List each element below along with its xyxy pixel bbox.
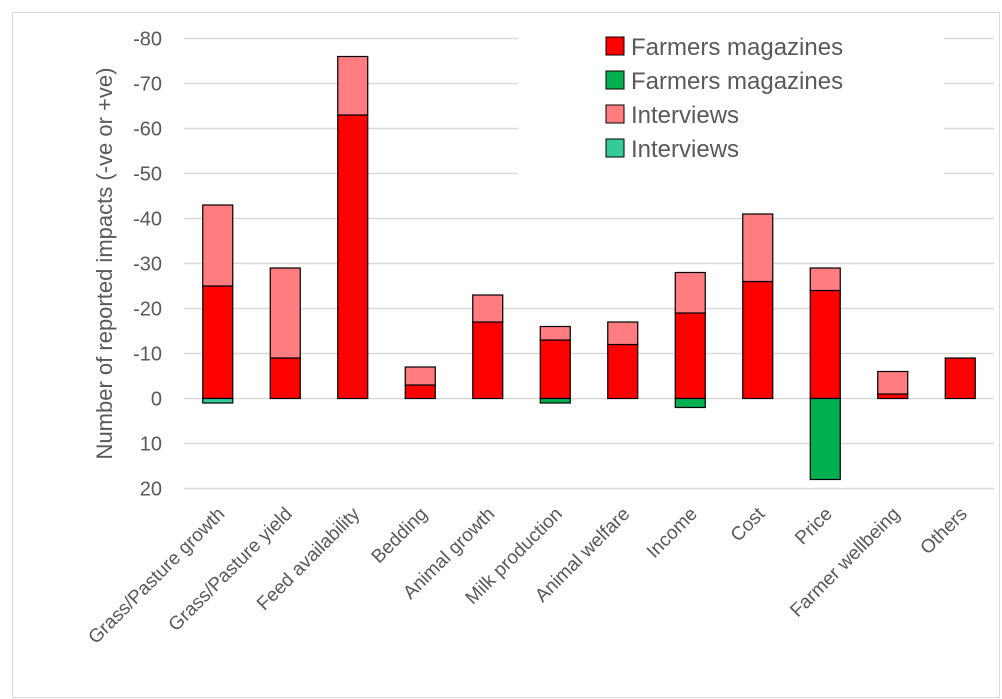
bar-segment [202, 285, 234, 400]
legend-swatch [605, 104, 625, 124]
y-tick-label: -10 [133, 344, 162, 366]
legend-label: Farmers magazines [631, 68, 843, 95]
bar-segment [742, 213, 774, 283]
legend-label: Interviews [631, 136, 739, 163]
legend-swatch [605, 138, 625, 158]
bar-segment [472, 321, 504, 400]
y-tick-label: -80 [133, 29, 162, 51]
bar-segment [269, 267, 301, 359]
bar-segment [607, 321, 639, 346]
bar-segment [539, 325, 571, 341]
y-tick-label: -40 [133, 209, 162, 231]
legend-label: Farmers magazines [631, 34, 843, 61]
bar-segment [877, 370, 909, 395]
y-tick-label: -30 [133, 254, 162, 276]
legend-label: Interviews [631, 102, 739, 129]
bar-segment [337, 114, 369, 400]
x-tick-label: Others [917, 504, 972, 559]
y-axis-title: Number of reported impacts (-ve or +ve) [92, 68, 117, 460]
bar-segment [404, 366, 436, 386]
bar-segment [539, 397, 571, 404]
bar-segment [607, 343, 639, 400]
x-tick-label: Cost [727, 503, 770, 546]
bar-segment [472, 294, 504, 323]
y-tick-label: 20 [140, 479, 162, 501]
y-tick-label: -70 [133, 74, 162, 96]
bar-segment [877, 393, 909, 400]
x-tick-label: Grass/Pasture growth [85, 504, 230, 649]
legend-swatch [605, 36, 625, 56]
bar-segment [944, 357, 976, 400]
y-tick-label: 0 [151, 389, 162, 411]
y-tick-label: 10 [140, 434, 162, 456]
bar-segment [202, 397, 234, 404]
bar-segment [809, 267, 841, 292]
y-tick-label: -20 [133, 299, 162, 321]
bar-segment [337, 55, 369, 116]
y-tick-label: -50 [133, 164, 162, 186]
y-tick-label: -60 [133, 119, 162, 141]
x-tick-label: Grass/Pasture yield [165, 504, 297, 636]
bar-segment [674, 271, 706, 314]
legend-swatch [605, 70, 625, 90]
bar-segment [809, 397, 841, 481]
x-tick-label: Price [791, 504, 836, 549]
bar-segment [404, 384, 436, 400]
bar-segment [809, 289, 841, 400]
bar-segment [742, 280, 774, 400]
bar-segment [539, 339, 571, 400]
x-tick-label: Bedding [368, 504, 432, 568]
x-tick-label: Income [643, 504, 702, 563]
bar-segment [202, 204, 234, 287]
bar-segment [674, 397, 706, 409]
bar-segment [269, 357, 301, 400]
bar-segment [674, 312, 706, 400]
